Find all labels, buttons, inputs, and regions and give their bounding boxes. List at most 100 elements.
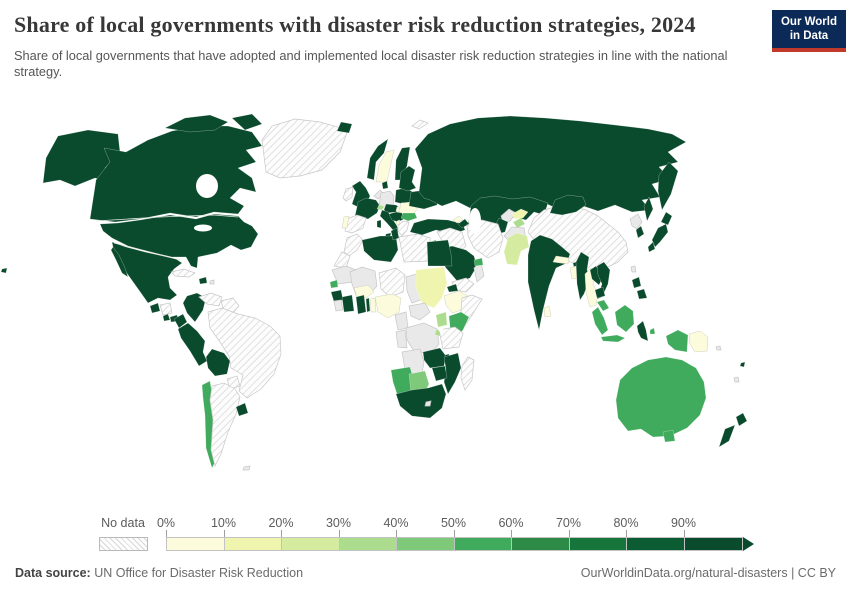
country-west-papua[interactable] bbox=[665, 329, 689, 353]
country-iceland[interactable] bbox=[336, 121, 353, 134]
country-lesotho[interactable] bbox=[424, 400, 432, 407]
country-mongolia[interactable] bbox=[549, 194, 587, 216]
country-sri-lanka[interactable] bbox=[543, 305, 552, 318]
legend-bin-20-30%[interactable] bbox=[281, 537, 341, 551]
country-falklands[interactable] bbox=[242, 465, 251, 471]
citation-link[interactable]: OurWorldinData.org/natural-disasters | C… bbox=[580, 566, 836, 580]
country-egypt[interactable] bbox=[426, 239, 453, 267]
country-nigeria[interactable] bbox=[374, 293, 402, 319]
country-ireland[interactable] bbox=[342, 186, 354, 202]
country-morocco[interactable] bbox=[343, 233, 364, 257]
country-cote-divoire[interactable] bbox=[341, 294, 355, 313]
country-guyanas[interactable] bbox=[220, 297, 240, 316]
legend-bin-50-60%[interactable] bbox=[453, 537, 513, 551]
country-dominican-republic[interactable] bbox=[198, 276, 208, 285]
country-russia[interactable] bbox=[414, 115, 687, 213]
country-south-korea[interactable] bbox=[635, 225, 645, 239]
country-solomons[interactable] bbox=[715, 345, 722, 351]
country-japan-honshu[interactable] bbox=[651, 223, 669, 248]
country-mexico[interactable] bbox=[111, 241, 183, 304]
country-norway[interactable] bbox=[366, 138, 389, 181]
country-tanzania[interactable] bbox=[438, 326, 464, 350]
country-nz-north[interactable] bbox=[735, 412, 748, 427]
country-venezuela[interactable] bbox=[198, 292, 223, 307]
country-malaysia[interactable] bbox=[596, 299, 610, 312]
country-togo[interactable] bbox=[365, 297, 371, 313]
legend-bin-70-80%[interactable] bbox=[568, 537, 628, 551]
country-argentina[interactable] bbox=[209, 382, 241, 468]
country-philippines-luzon[interactable] bbox=[631, 276, 642, 289]
country-colombia[interactable] bbox=[182, 292, 207, 323]
country-north-korea[interactable] bbox=[629, 213, 643, 230]
country-new-caledonia[interactable] bbox=[733, 376, 740, 383]
country-greece[interactable] bbox=[397, 220, 410, 237]
country-nepal[interactable] bbox=[552, 255, 570, 265]
country-cuba[interactable] bbox=[170, 268, 196, 278]
country-pakistan[interactable] bbox=[503, 232, 530, 266]
legend-bin-0-10%[interactable] bbox=[166, 537, 226, 551]
legend-bin-80-90%[interactable] bbox=[626, 537, 686, 551]
country-tajikistan[interactable] bbox=[512, 217, 526, 229]
country-japan-hokkaido[interactable] bbox=[660, 211, 673, 226]
country-mozambique[interactable] bbox=[443, 352, 462, 395]
country-canada[interactable] bbox=[89, 125, 263, 223]
country-tasmania[interactable] bbox=[662, 429, 676, 443]
country-puerto-rico[interactable] bbox=[209, 279, 215, 285]
legend-bin-10-20%[interactable] bbox=[223, 537, 283, 551]
country-belarus-baltics[interactable] bbox=[398, 165, 417, 192]
country-peru[interactable] bbox=[177, 322, 208, 367]
country-libya[interactable] bbox=[398, 233, 431, 263]
country-burkina-faso[interactable] bbox=[353, 284, 375, 299]
legend-bin-90-100%[interactable] bbox=[683, 537, 743, 551]
country-kyrgyzstan[interactable] bbox=[511, 208, 529, 220]
country-georgia[interactable] bbox=[452, 215, 464, 224]
country-canada-arctic-2[interactable] bbox=[231, 113, 263, 131]
country-japan-kyushu[interactable] bbox=[647, 241, 656, 253]
country-switzerland[interactable] bbox=[376, 204, 385, 211]
country-denmark[interactable] bbox=[381, 180, 389, 190]
country-bolivia[interactable] bbox=[205, 348, 231, 377]
country-uganda[interactable] bbox=[435, 311, 448, 328]
country-uae[interactable] bbox=[473, 257, 484, 267]
legend-bin-30-40%[interactable] bbox=[338, 537, 398, 551]
country-moluccas[interactable] bbox=[649, 327, 656, 335]
country-gabon-congo[interactable] bbox=[395, 329, 408, 349]
country-uruguay[interactable] bbox=[235, 402, 249, 417]
country-philippines-mindanao[interactable] bbox=[636, 288, 648, 300]
country-ecuador[interactable] bbox=[173, 313, 188, 329]
country-svalbard[interactable] bbox=[411, 119, 429, 130]
country-greenland[interactable] bbox=[261, 118, 349, 179]
legend-bin-40-50%[interactable] bbox=[396, 537, 456, 551]
country-italy[interactable] bbox=[379, 209, 400, 233]
country-costa-rica[interactable] bbox=[162, 313, 171, 322]
country-cambodia[interactable] bbox=[594, 286, 606, 299]
country-java[interactable] bbox=[600, 334, 626, 343]
country-canada-arctic-1[interactable] bbox=[164, 114, 229, 133]
country-benin[interactable] bbox=[369, 297, 377, 313]
country-france[interactable] bbox=[354, 197, 381, 220]
country-south-africa[interactable] bbox=[395, 383, 447, 419]
country-sudan[interactable] bbox=[415, 266, 448, 309]
country-algeria[interactable] bbox=[361, 235, 399, 263]
country-sumatra[interactable] bbox=[591, 306, 609, 336]
country-australia[interactable] bbox=[615, 356, 707, 438]
country-sardinia[interactable] bbox=[376, 219, 382, 229]
country-papua-new-guinea[interactable] bbox=[688, 330, 709, 353]
country-kamchatka[interactable] bbox=[657, 161, 679, 211]
country-zambia[interactable] bbox=[422, 347, 447, 369]
country-taiwan[interactable] bbox=[630, 265, 637, 273]
country-guatemala[interactable] bbox=[149, 302, 161, 314]
legend-bin-60-70%[interactable] bbox=[511, 537, 571, 551]
country-senegal[interactable] bbox=[329, 279, 339, 289]
country-zimbabwe[interactable] bbox=[431, 365, 448, 382]
country-central-african-republic[interactable] bbox=[408, 302, 431, 321]
country-portugal[interactable] bbox=[341, 215, 350, 229]
country-cameroon[interactable] bbox=[394, 311, 409, 331]
country-eritrea[interactable] bbox=[446, 283, 459, 293]
country-fiji[interactable] bbox=[739, 361, 746, 368]
country-madagascar[interactable] bbox=[460, 356, 475, 391]
country-baja[interactable] bbox=[110, 246, 129, 278]
country-sulawesi[interactable] bbox=[636, 320, 649, 342]
country-hawaii[interactable] bbox=[0, 267, 8, 274]
country-honduras-nicaragua[interactable] bbox=[159, 302, 173, 316]
